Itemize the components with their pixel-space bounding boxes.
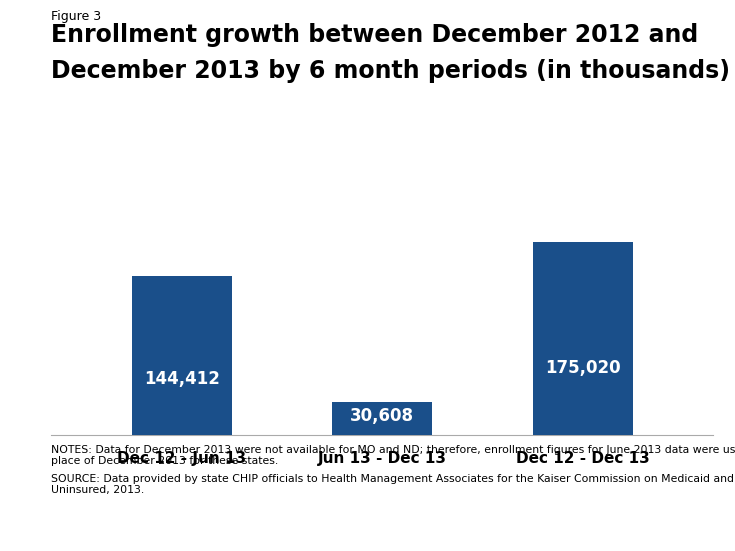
Text: Figure 3: Figure 3 bbox=[51, 10, 101, 23]
Bar bbox=[332, 402, 432, 435]
Text: Uninsured, 2013.: Uninsured, 2013. bbox=[51, 485, 145, 495]
Text: place of December 2013 for these states.: place of December 2013 for these states. bbox=[51, 456, 279, 466]
Text: 175,020: 175,020 bbox=[545, 359, 620, 377]
Text: Enrollment growth between December 2012 and: Enrollment growth between December 2012 … bbox=[51, 23, 699, 47]
Text: 30,608: 30,608 bbox=[350, 407, 415, 425]
Bar bbox=[533, 242, 633, 435]
Text: NOTES: Data for December 2013 were not available for MO and ND; therefore, enrol: NOTES: Data for December 2013 were not a… bbox=[51, 445, 735, 455]
Text: FAMILY: FAMILY bbox=[648, 504, 700, 516]
Text: FOUNDATION: FOUNDATION bbox=[651, 522, 698, 528]
Text: 144,412: 144,412 bbox=[144, 370, 220, 387]
Text: SOURCE: Data provided by state CHIP officials to Health Management Associates fo: SOURCE: Data provided by state CHIP offi… bbox=[51, 474, 735, 484]
Text: December 2013 by 6 month periods (in thousands): December 2013 by 6 month periods (in tho… bbox=[51, 59, 731, 83]
Bar bbox=[132, 276, 232, 435]
Text: THE HENRY J.: THE HENRY J. bbox=[655, 476, 694, 480]
Text: KAISER: KAISER bbox=[648, 488, 701, 501]
